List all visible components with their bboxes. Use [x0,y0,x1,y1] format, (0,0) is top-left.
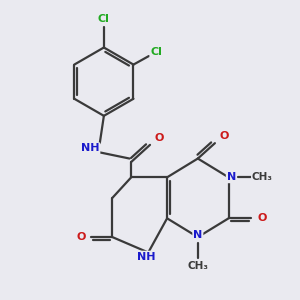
Text: O: O [220,131,229,141]
Text: N: N [227,172,236,182]
Text: O: O [257,213,267,223]
Text: NH: NH [81,143,100,153]
Text: N: N [193,230,203,240]
Text: O: O [155,133,164,143]
Text: CH₃: CH₃ [252,172,273,182]
Text: Cl: Cl [98,14,110,25]
Text: NH: NH [137,252,156,262]
Text: Cl: Cl [150,47,162,57]
Text: CH₃: CH₃ [187,261,208,271]
Text: O: O [76,232,86,242]
